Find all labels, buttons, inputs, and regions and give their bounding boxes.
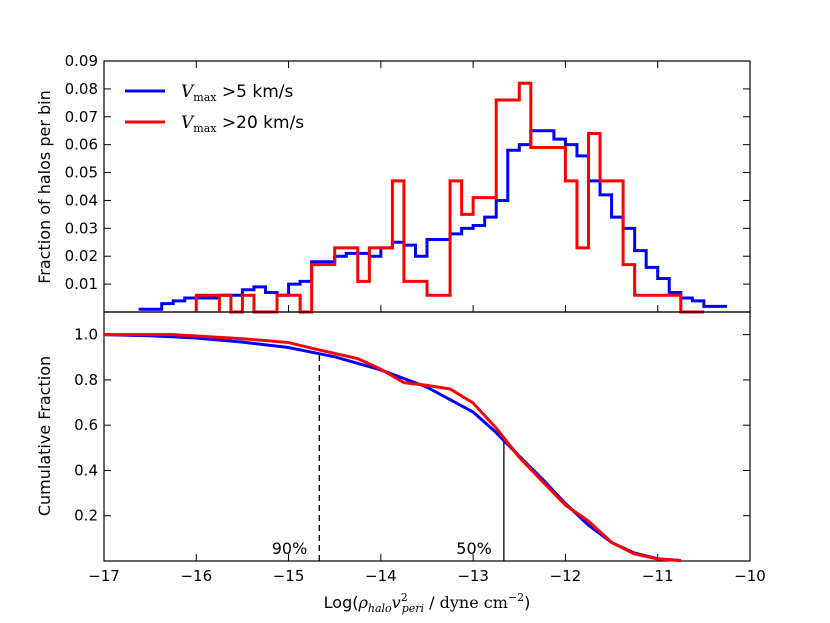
histogram-series-blue [138, 129, 727, 311]
legend-rest-red: >20 km/s [216, 113, 304, 133]
histogram-y-tick-label: 0.03 [65, 219, 98, 237]
percentile-label-90: 90% [272, 539, 308, 558]
histogram-y-tick-label: 0.05 [65, 164, 98, 182]
histogram-y-tick-label: 0.04 [65, 191, 98, 209]
cumulative-y-tick-label: 0.8 [74, 371, 98, 389]
legend-sub-blue: max [193, 91, 217, 104]
x-tick-label: −17 [88, 567, 120, 585]
x-tick-label: −13 [457, 567, 489, 585]
cumulative-y-label: Cumulative Fraction [35, 356, 54, 516]
histogram-y-label: Fraction of halos per bin [35, 90, 54, 283]
histogram-y-tick-label: 0.08 [65, 80, 98, 98]
cumulative-series-red [104, 333, 681, 563]
cumulative-panel: 0.2 0.4 0.6 0.8 1.0 −17 −16 −15 −14 −13 −12 −11 −10… [35, 311, 766, 615]
x-tick-label: −16 [180, 567, 212, 585]
legend-label-red: Vmax >20 km/s [181, 113, 304, 135]
histogram-y-tick-label: 0.01 [65, 275, 98, 293]
histogram-y-ticks: 0.01 0.02 0.03 0.04 0.05 0.06 0.07 0.08 0.09 [65, 52, 750, 293]
legend-label-blue: Vmax >5 km/s [181, 82, 293, 104]
cumulative-y-tick-label: 0.6 [74, 416, 98, 434]
cumulative-y-ticks: 0.2 0.4 0.6 0.8 1.0 [74, 326, 750, 525]
x-tick-label: −11 [642, 567, 674, 585]
x-tick-label: −14 [365, 567, 397, 585]
histogram-x-ticks [103, 61, 751, 312]
histogram-series-red [194, 81, 704, 314]
cumulative-y-tick-label: 0.2 [74, 507, 98, 525]
cumulative-series [103, 333, 681, 563]
percentile-markers: 90% 50% [272, 355, 505, 561]
cumulative-y-tick-label: 1.0 [74, 326, 98, 344]
histogram-y-tick-label: 0.02 [65, 247, 98, 265]
legend-math-blue: V [181, 82, 195, 102]
histogram-series [138, 81, 727, 314]
cumulative-y-tick-label: 0.4 [74, 461, 98, 479]
x-tick-label: −12 [550, 567, 582, 585]
legend-rest-blue: >5 km/s [216, 82, 293, 102]
legend-sub-red: max [193, 122, 217, 135]
percentile-label-50: 50% [456, 539, 492, 558]
legend: Vmax >5 km/s Vmax >20 km/s [125, 82, 304, 135]
cumulative-x-ticks: −17 −16 −15 −14 −13 −12 −11 −10 [88, 554, 766, 585]
histogram-panel: 0.01 0.02 0.03 0.04 0.05 0.06 0.07 0.08 0.09 Fra… [35, 52, 751, 314]
cumulative-frame [103, 311, 751, 562]
histogram-y-tick-label: 0.09 [65, 52, 98, 70]
x-tick-label: −10 [734, 567, 766, 585]
x-axis-label: Log(ρhalov2 peri / dyne cm−2) [324, 591, 531, 615]
histogram-y-tick-label: 0.06 [65, 136, 98, 154]
x-tick-label: −15 [273, 567, 305, 585]
histogram-y-tick-label: 0.07 [65, 108, 98, 126]
legend-math-red: V [181, 113, 195, 133]
